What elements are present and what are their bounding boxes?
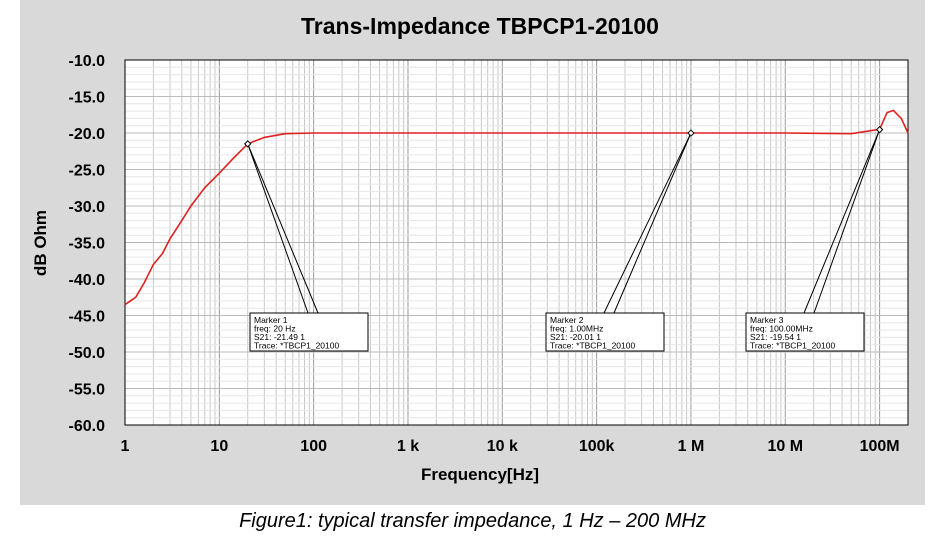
y-tick-label: -45.0 — [69, 309, 106, 326]
marker-leader-line — [603, 132, 692, 314]
y-tick-label: -15.0 — [69, 90, 106, 107]
marker-text: freq: 100.00MHz — [750, 324, 813, 334]
marker-text: Trace: *TBCP1_20100 — [254, 341, 339, 351]
marker-text: S21: -20.01 1 — [550, 332, 601, 342]
marker-text: Trace: *TBCP1_20100 — [550, 341, 635, 351]
marker-leader-line — [247, 143, 319, 314]
x-tick-label: 1 — [121, 438, 130, 455]
x-tick-label: 100k — [579, 438, 615, 455]
chart-title: Trans-Impedance TBPCP1-20100 — [301, 13, 659, 39]
marker-text: S21: -19.54 1 — [750, 332, 801, 342]
y-tick-label: -55.0 — [69, 382, 106, 399]
marker-leader-line — [247, 143, 309, 314]
plot-frame — [124, 59, 909, 426]
y-tick-label: -50.0 — [69, 345, 106, 362]
y-tick-label: -40.0 — [69, 272, 106, 289]
y-tick-label: -10.0 — [69, 53, 106, 70]
marker-point — [244, 140, 252, 148]
marker-point — [687, 129, 695, 137]
marker-text: Marker 2 — [550, 315, 584, 325]
x-axis-label: Frequency[Hz] — [421, 465, 539, 484]
marker-text: freq: 1.00MHz — [550, 324, 603, 334]
marker-text: Trace: *TBCP1_20100 — [750, 341, 835, 351]
marker-text: Marker 1 — [254, 315, 288, 325]
x-tick-label: 1 M — [678, 438, 705, 455]
marker-leader-line — [803, 129, 881, 314]
marker-box — [745, 312, 865, 352]
marker-text: S21: -21.49 1 — [254, 332, 305, 342]
y-tick-label: -35.0 — [69, 236, 106, 253]
y-tick-label: -25.0 — [69, 163, 106, 180]
x-tick-label: 10 — [210, 438, 228, 455]
y-axis-label: dB Ohm — [31, 210, 50, 276]
y-tick-label: -30.0 — [69, 199, 106, 216]
marker-box — [545, 312, 665, 352]
marker-text: freq: 20 Hz — [254, 324, 296, 334]
y-tick-label: -20.0 — [69, 126, 106, 143]
x-tick-label: 1 k — [397, 438, 419, 455]
x-tick-label: 10 k — [487, 438, 518, 455]
x-tick-label: 100 — [300, 438, 327, 455]
marker-text: Marker 3 — [750, 315, 784, 325]
x-tick-label: 10 M — [767, 438, 803, 455]
x-tick-label: 100M — [860, 438, 900, 455]
marker-box — [249, 312, 369, 352]
marker-point — [875, 125, 884, 134]
y-tick-label: -60.0 — [69, 418, 106, 435]
marker-leader-line — [813, 129, 881, 314]
marker-leader-line — [613, 132, 692, 314]
figure-caption: Figure1: typical transfer impedance, 1 H… — [239, 510, 706, 532]
